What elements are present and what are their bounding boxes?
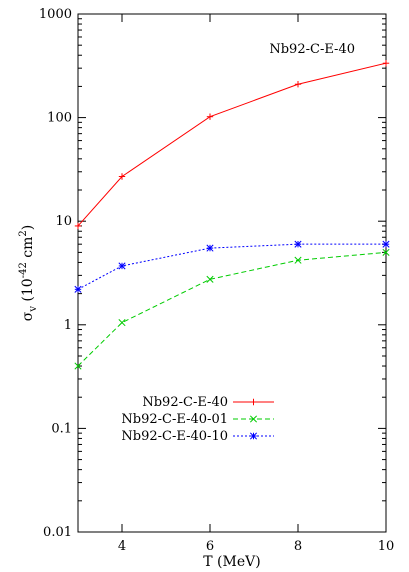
data-point-marker — [250, 398, 257, 406]
legend-label-3: Nb92-C-E-40-10 — [121, 429, 228, 444]
marker-stroke — [118, 262, 126, 270]
series-line — [77, 251, 387, 367]
data-point-marker — [118, 173, 126, 180]
data-point-marker — [382, 240, 390, 248]
legend-label-1: Nb92-C-E-40 — [142, 395, 228, 410]
data-point-marker — [74, 362, 82, 370]
data-point-marker — [118, 262, 126, 270]
chart-title: Nb92-C-E-40 — [269, 42, 355, 57]
series-layer — [74, 60, 390, 370]
y-tick-label: 0.1 — [51, 421, 72, 436]
marker-stroke — [382, 248, 390, 256]
x-axis-label: T (MeV) — [203, 554, 260, 570]
y-axis-label-sigma: σ — [20, 311, 36, 321]
y-tick-label: 100 — [47, 111, 72, 126]
y-axis-label-unit: cm — [20, 237, 36, 263]
data-point-marker — [74, 285, 82, 293]
data-point-marker — [294, 240, 302, 248]
series-line — [77, 243, 386, 290]
y-axis-label-exp2: 2 — [18, 230, 29, 236]
data-point-marker — [294, 256, 302, 264]
data-point-marker — [249, 415, 258, 423]
x-tick-label: 10 — [378, 539, 395, 554]
data-point-marker — [206, 113, 214, 120]
data-point-marker — [382, 60, 390, 67]
x-tick-label: 6 — [206, 539, 214, 554]
data-point-marker — [382, 248, 390, 256]
marker-stroke — [382, 240, 390, 248]
y-axis-label-open: (10 — [20, 278, 36, 306]
legend: Nb92-C-E-40 Nb92-C-E-40-01 Nb92-C-E-40-10 — [121, 395, 274, 444]
series-3 — [74, 240, 390, 293]
data-point-marker — [118, 319, 126, 327]
marker-stroke — [74, 285, 82, 293]
y-tick-label: 1 — [64, 318, 72, 333]
x-tick-label: 4 — [118, 539, 126, 554]
marker-stroke — [206, 244, 214, 252]
data-point-marker — [206, 244, 214, 252]
marker-stroke — [249, 415, 258, 423]
plot-frame — [77, 13, 387, 533]
marker-stroke — [74, 362, 82, 370]
axis-ticks: 0.01 0.1 1 10 100 1000 4 6 8 10 — [39, 7, 394, 554]
data-point-marker — [206, 275, 214, 283]
y-axis-label-close: ) — [20, 225, 36, 230]
marker-stroke — [206, 275, 214, 283]
series-1 — [74, 60, 390, 230]
y-axis-label-sub: v — [28, 306, 39, 313]
series-2 — [74, 248, 390, 370]
data-point-marker — [294, 81, 302, 88]
y-tick-label: 10 — [55, 214, 72, 229]
legend-label-2: Nb92-C-E-40-01 — [121, 412, 228, 427]
y-axis-label-exp1: -42 — [18, 262, 29, 278]
y-axis-label: σv (10-42 cm2) — [18, 225, 39, 321]
marker-stroke — [249, 432, 258, 440]
data-point-marker — [249, 432, 258, 440]
y-tick-label: 1000 — [39, 7, 72, 22]
data-point-marker — [74, 222, 82, 230]
marker-stroke — [294, 256, 302, 264]
marker-stroke — [294, 240, 302, 248]
marker-stroke — [118, 319, 126, 327]
series-line — [77, 62, 387, 227]
x-tick-label: 8 — [294, 539, 302, 554]
y-tick-label: 0.01 — [43, 525, 72, 540]
